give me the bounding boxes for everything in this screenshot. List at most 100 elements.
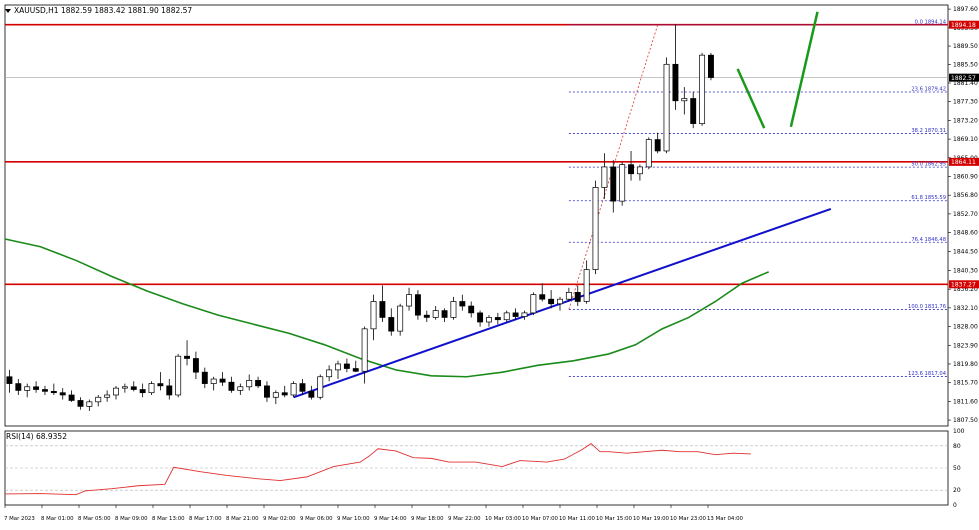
candle-body [681, 98, 688, 102]
fib-level-label: 123.6 1817.04 [908, 371, 947, 377]
y-tick-label: 1885.50 [953, 61, 978, 68]
fib-level-label: 0.0 1894.14 [915, 19, 947, 25]
candle-body [565, 292, 572, 300]
rsi-label: RSI(14) 68.9352 [6, 432, 67, 441]
y-tick-label: 1852.70 [953, 211, 978, 218]
candle-body [121, 386, 128, 389]
candle-body [539, 294, 546, 300]
x-tick-label: 10 Mar 03:00 [485, 516, 522, 522]
fib-level-label: 50.0 1862.95 [911, 162, 946, 168]
candle-body [619, 164, 626, 202]
resistance-price-label: 1864.11 [951, 159, 976, 166]
candle-body [574, 292, 581, 302]
x-tick-label: 8 Mar 09:00 [115, 516, 148, 522]
candle-body [379, 301, 386, 318]
y-tick-label: 1848.60 [953, 230, 978, 237]
candle-body [290, 383, 297, 396]
y-tick-label: 1873.20 [953, 117, 978, 124]
candle-body [113, 387, 119, 396]
candle-body [654, 139, 661, 152]
candle-body [628, 164, 634, 175]
candle-body [104, 394, 111, 398]
candle-body [414, 294, 421, 316]
x-tick-label: 9 Mar 06:00 [300, 516, 333, 522]
y-tick-label: 1897.60 [953, 6, 978, 13]
candle-body [583, 269, 590, 302]
candle-body [486, 317, 492, 323]
y-tick-label: 1807.50 [953, 417, 978, 424]
fib-level-label: 38.2 1870.31 [911, 128, 946, 134]
candle-body [441, 310, 448, 318]
resistance-price-tag [949, 20, 979, 29]
candle-body [255, 380, 262, 387]
candle-body [33, 386, 40, 390]
fib-level-label: 61.8 1855.59 [911, 195, 946, 201]
y-tick-label: 1815.70 [953, 380, 978, 387]
y-tick-label: 1877.30 [953, 99, 978, 106]
x-tick-label: 7 Mar 2023 [4, 516, 35, 522]
y-tick-label: 1881.40 [953, 80, 978, 87]
rsi-tick-label: 100 [953, 428, 965, 435]
candle-body [219, 378, 226, 383]
forecast-arrow-segment [736, 68, 766, 129]
y-tick-label: 1823.90 [953, 342, 978, 349]
x-tick-label: 10 Mar 07:00 [522, 516, 559, 522]
y-tick-label: 1856.80 [953, 192, 978, 199]
candle-body [192, 358, 199, 373]
candle-body [59, 392, 66, 396]
candle-body [708, 54, 714, 78]
resistance-price-label: 1837.27 [951, 281, 976, 288]
candle-body [86, 401, 93, 407]
x-tick-label: 10 Mar 15:00 [596, 516, 633, 522]
x-tick-label: 8 Mar 05:00 [78, 516, 111, 522]
candle-body [308, 390, 315, 398]
candle-body [423, 314, 430, 318]
candle-body [343, 363, 350, 369]
x-tick-label: 10 Mar 19:00 [633, 516, 670, 522]
chart-header: XAUUSD,H1 1882.59 1883.42 1881.90 1882.5… [5, 6, 192, 15]
candle-body [228, 381, 235, 391]
current-price-tag [949, 73, 979, 82]
rsi-tick-label: 80 [953, 443, 961, 450]
price-panel [4, 4, 949, 427]
x-tick-label: 8 Mar 17:00 [189, 516, 222, 522]
x-tick-label: 9 Mar 14:00 [374, 516, 407, 522]
candle-body [388, 317, 395, 332]
candle-body [397, 305, 404, 332]
y-tick-label: 1832.10 [953, 305, 978, 312]
candle-body [459, 301, 466, 307]
candle-body [557, 298, 563, 305]
candle-body [361, 328, 368, 372]
candle-body [468, 305, 475, 314]
candle-body [672, 63, 679, 102]
resistance-price-tag [949, 280, 979, 289]
resistance-price-label: 1894.18 [951, 22, 976, 29]
fib-level-label: 23.6 1879.42 [911, 87, 946, 93]
candle-body [690, 98, 697, 124]
candle-body [503, 312, 510, 321]
y-tick-label: 1860.90 [953, 174, 978, 181]
dropdown-arrow-icon[interactable] [5, 9, 11, 13]
candle-body [130, 386, 137, 390]
candle-body [317, 376, 324, 398]
candle-body [610, 166, 617, 202]
rsi-tick-label: 0 [953, 502, 957, 509]
candle-body [299, 383, 306, 392]
x-tick-label: 10 Mar 23:00 [670, 516, 707, 522]
x-tick-label: 9 Mar 18:00 [411, 516, 444, 522]
candle-body [663, 63, 670, 152]
candle-body [636, 166, 643, 175]
candle-body [148, 383, 155, 394]
candle-body [42, 389, 48, 392]
candle-body [548, 298, 555, 305]
candle-body [50, 390, 57, 394]
resistance-price-tag [949, 157, 979, 166]
x-tick-label: 8 Mar 13:00 [152, 516, 185, 522]
candle-body [166, 385, 173, 396]
rsi-tick-label: 20 [953, 487, 961, 494]
symbol-info: XAUUSD,H1 1882.59 1883.42 1881.90 1882.5… [14, 6, 192, 15]
candle-body [335, 363, 341, 371]
candle-body [370, 301, 377, 330]
candle-body [645, 139, 652, 168]
